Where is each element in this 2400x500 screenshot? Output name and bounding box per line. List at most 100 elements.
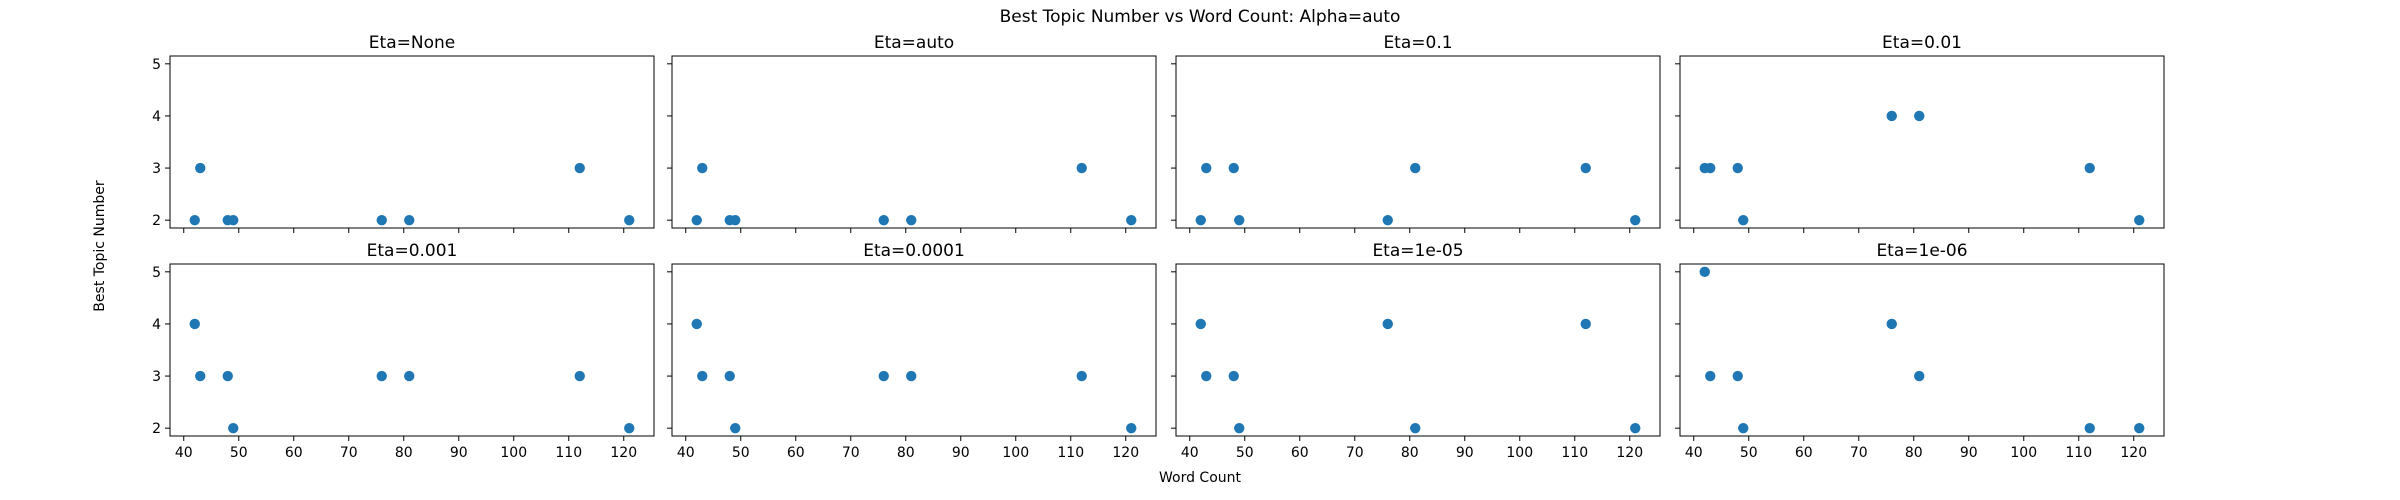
y-tick-label: 3 (152, 161, 161, 177)
data-point (228, 422, 239, 434)
data-point (189, 214, 200, 226)
y-tick-label: 5 (152, 57, 161, 73)
data-point (878, 370, 889, 382)
data-point (730, 422, 741, 434)
data-point (1076, 370, 1087, 382)
data-point (1914, 370, 1925, 382)
x-tick-label: 110 (1057, 445, 1084, 461)
x-tick-label: 110 (1561, 445, 1588, 461)
data-point (404, 214, 415, 226)
data-point (691, 318, 702, 330)
data-point (1076, 162, 1087, 174)
data-point (376, 214, 387, 226)
y-axis-label: Best Topic Number (92, 180, 108, 312)
axes-frame (671, 263, 1157, 437)
data-point (624, 422, 635, 434)
x-tick-label: 40 (1685, 445, 1703, 461)
subplot-title: Eta=0.0001 (863, 241, 965, 261)
data-point (1201, 162, 1212, 174)
x-tick-label: 90 (1960, 445, 1978, 461)
subplot-title: Eta=0.001 (367, 241, 458, 261)
x-tick-label: 100 (2010, 445, 2037, 461)
x-tick-label: 90 (450, 445, 468, 461)
y-tick-label: 4 (152, 317, 161, 333)
x-tick-label: 40 (175, 445, 193, 461)
subplot: Eta=None 2 3 4 5 (152, 33, 655, 233)
x-tick-label: 100 (1002, 445, 1029, 461)
x-tick-label: 60 (1795, 445, 1813, 461)
x-tick-label: 70 (1346, 445, 1364, 461)
y-tick-label: 5 (152, 265, 161, 281)
subplot: Eta=0.01 (1675, 33, 2165, 233)
x-tick-label: 60 (1291, 445, 1309, 461)
data-point (1410, 162, 1421, 174)
axes-frame (1679, 55, 2165, 229)
y-tick-label: 4 (152, 109, 161, 125)
data-point (1382, 214, 1393, 226)
subplot: Eta=auto (667, 33, 1157, 233)
x-tick-label: 90 (952, 445, 970, 461)
data-point (1705, 370, 1716, 382)
data-point (1382, 318, 1393, 330)
figure-title: Best Topic Number vs Word Count: Alpha=a… (1000, 7, 1401, 27)
y-tick-label: 2 (152, 421, 161, 437)
data-point (1914, 110, 1925, 122)
data-point (906, 214, 917, 226)
x-tick-label: 70 (1850, 445, 1868, 461)
data-point (1580, 318, 1591, 330)
x-tick-label: 50 (1236, 445, 1254, 461)
subplot-title: Eta=auto (874, 33, 954, 53)
data-point (195, 162, 206, 174)
subplot-title: Eta=1e-05 (1372, 241, 1463, 261)
data-point (730, 214, 741, 226)
data-point (1410, 422, 1421, 434)
subplot: Eta=1e-06 40 50 60 70 80 90 100 110 120 (1675, 241, 2165, 461)
x-tick-label: 80 (1401, 445, 1419, 461)
data-point (1580, 162, 1591, 174)
x-tick-label: 40 (1181, 445, 1199, 461)
subplot: Eta=0.0001 40 50 60 70 80 90 100 110 120 (667, 241, 1157, 461)
data-point (1228, 370, 1239, 382)
data-point (222, 370, 233, 382)
data-point (574, 370, 585, 382)
x-tick-label: 80 (1905, 445, 1923, 461)
data-point (1630, 422, 1641, 434)
subplot-title: Eta=0.01 (1882, 33, 1962, 53)
data-point (691, 214, 702, 226)
data-point (1630, 214, 1641, 226)
x-tick-label: 120 (1112, 445, 1139, 461)
x-tick-label: 60 (285, 445, 303, 461)
data-point (624, 214, 635, 226)
x-tick-label: 70 (842, 445, 860, 461)
x-tick-label: 80 (395, 445, 413, 461)
data-point (189, 318, 200, 330)
data-point (906, 370, 917, 382)
data-point (1195, 214, 1206, 226)
data-point (376, 370, 387, 382)
subplot: Eta=0.1 (1171, 33, 1661, 233)
data-point (2134, 214, 2145, 226)
subplot: Eta=1e-05 40 50 60 70 80 90 100 110 120 (1171, 241, 1661, 461)
data-point (2084, 422, 2095, 434)
axes-frame (169, 55, 655, 229)
axes-frame (1175, 263, 1661, 437)
x-tick-label: 100 (500, 445, 527, 461)
data-point (1738, 214, 1749, 226)
subplot-grid: Eta=None 2 3 4 5 Eta=auto Eta=0.1 Eta=0.01 Eta=0… (152, 33, 2165, 461)
data-point (1126, 422, 1137, 434)
data-point (195, 370, 206, 382)
data-point (697, 370, 708, 382)
x-tick-label: 50 (732, 445, 750, 461)
subplot-title: Eta=1e-06 (1876, 241, 1967, 261)
data-point (1705, 162, 1716, 174)
axes-frame (1175, 55, 1661, 229)
data-point (404, 370, 415, 382)
x-tick-label: 110 (555, 445, 582, 461)
data-point (1732, 370, 1743, 382)
data-point (878, 214, 889, 226)
data-point (2134, 422, 2145, 434)
data-point (228, 214, 239, 226)
x-tick-label: 80 (897, 445, 915, 461)
data-point (1886, 318, 1897, 330)
